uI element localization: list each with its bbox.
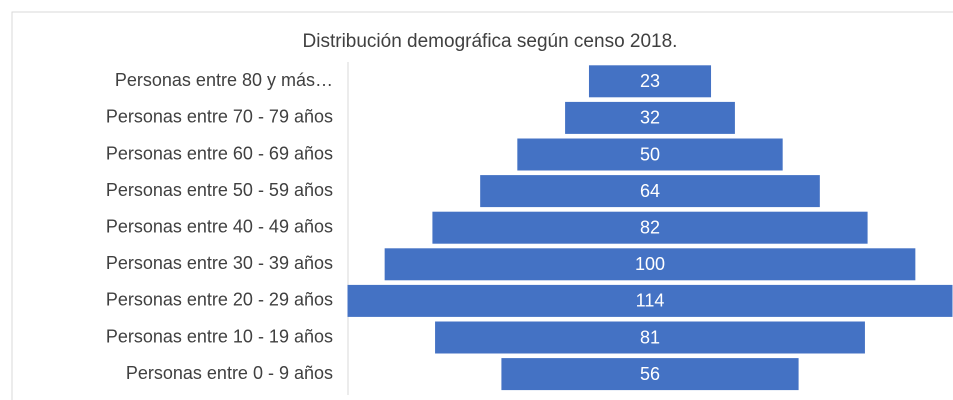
data-label: 82 [640, 217, 660, 237]
category-label: Personas entre 0 - 9 años [126, 363, 333, 383]
data-label: 100 [635, 254, 665, 274]
data-label: 81 [640, 327, 660, 347]
data-label: 50 [640, 144, 660, 164]
category-label: Personas entre 60 - 69 años [106, 143, 333, 163]
chart-border [11, 11, 953, 400]
category-label: Personas entre 20 - 29 años [106, 290, 333, 310]
data-label: 114 [636, 291, 665, 311]
bar [517, 138, 783, 171]
bar [588, 65, 712, 98]
data-label: 32 [640, 108, 660, 128]
data-label: 56 [640, 364, 660, 384]
bar [480, 175, 820, 208]
bar [384, 248, 916, 281]
bar [432, 211, 868, 244]
category-label: Personas entre 70 - 79 años [106, 107, 333, 127]
category-label: Personas entre 30 - 39 años [106, 253, 333, 273]
bar [565, 101, 735, 134]
bar [435, 321, 865, 354]
category-label: Personas entre 40 - 49 años [106, 216, 333, 236]
category-label: Personas entre 80 y más… [115, 70, 333, 90]
bar [347, 284, 953, 317]
category-label: Personas entre 10 - 19 años [106, 326, 333, 346]
chart-title: Distribución demográfica según censo 201… [303, 31, 678, 52]
data-label: 64 [640, 181, 660, 201]
bar [501, 358, 799, 391]
data-label: 23 [640, 71, 660, 91]
category-label: Personas entre 50 - 59 años [106, 180, 333, 200]
